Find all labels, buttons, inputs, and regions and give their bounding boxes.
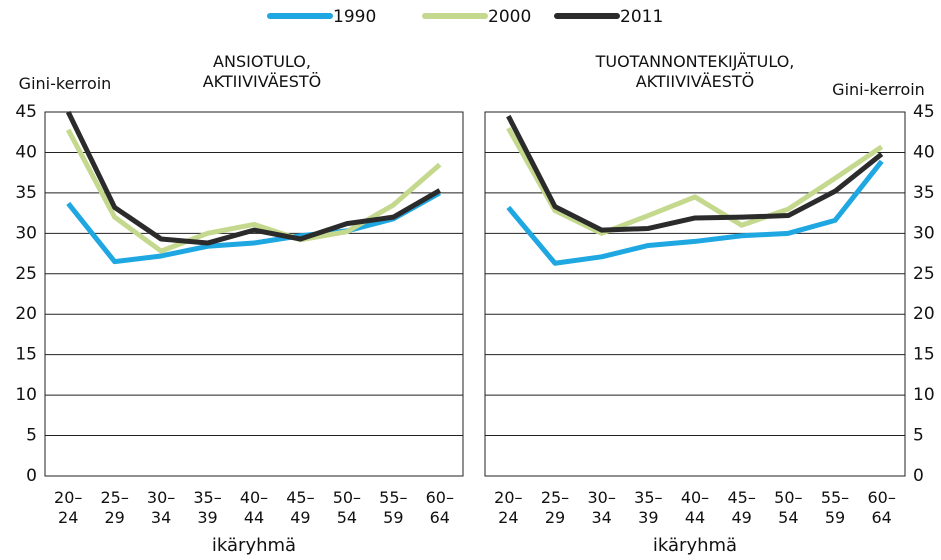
x-tick-label: 55–59 [379, 488, 408, 527]
y-tick-label: 20 [15, 304, 37, 324]
series-line: 2011 [506, 114, 884, 233]
y-tick-label: 40 [15, 142, 37, 162]
x-tick-label: 60–64 [867, 488, 896, 527]
x-tick-label: 60–64 [425, 488, 454, 527]
y-axis-label: Gini-kerroin [832, 80, 925, 99]
y-axis-label: Gini-kerroin [18, 74, 112, 93]
x-tick-label: 40–44 [680, 488, 710, 527]
x-axis-label: ikäryhmä [652, 535, 738, 556]
y-tick-label: 45 [913, 102, 935, 122]
series-line: 1990 [66, 190, 441, 265]
y-tick-label: 15 [913, 345, 935, 365]
y-tick-label: 5 [26, 426, 37, 446]
series-line: 2000 [66, 128, 442, 254]
y-tick-label: 20 [913, 304, 935, 324]
y-tick-label: 5 [913, 426, 924, 446]
x-tick-label: 45–49 [286, 488, 315, 527]
y-tick-label: 10 [913, 385, 935, 405]
series-line: 1990 [506, 159, 884, 266]
legend-label: 2000 [488, 7, 531, 27]
series-line: 2000 [506, 126, 884, 236]
x-tick-label: 30–34 [146, 488, 176, 527]
x-tick-label: 20–24 [54, 488, 83, 527]
y-tick-label: 35 [15, 183, 37, 203]
chart-title: TUOTANNONTEKIJÄTULO, AKTIIVIVÄESTÖ [595, 52, 795, 91]
y-tick-label: 30 [913, 223, 935, 243]
x-axis-label: ikäryhmä [211, 535, 297, 556]
legend-label: 2011 [620, 7, 663, 27]
y-tick-label: 15 [15, 345, 37, 365]
x-tick-label: 20–24 [494, 488, 523, 527]
y-tick-label: 0 [913, 466, 924, 486]
y-tick-label: 35 [913, 183, 935, 203]
y-tick-label: 25 [913, 264, 935, 284]
series-line: 2011 [65, 110, 442, 246]
x-tick-label: 50–54 [332, 488, 362, 527]
y-tick-label: 45 [15, 102, 37, 122]
chart-title: ANSIOTULO, AKTIIVIVÄESTÖ [202, 52, 322, 91]
x-tick-label: 35–39 [634, 488, 663, 527]
plot-frame [44, 111, 464, 477]
x-tick-label: 55–59 [820, 488, 850, 527]
y-tick-label: 40 [913, 142, 935, 162]
x-tick-label: 40–44 [239, 488, 269, 527]
x-tick-label: 25–29 [100, 488, 129, 527]
y-tick-label: 10 [15, 385, 37, 405]
y-tick-label: 0 [26, 466, 37, 486]
y-tick-label: 25 [15, 264, 37, 284]
x-tick-label: 50–54 [774, 488, 803, 527]
x-tick-label: 35–39 [193, 488, 222, 527]
y-tick-label: 30 [15, 223, 37, 243]
plot-frame [484, 111, 906, 477]
x-tick-label: 45–49 [727, 488, 756, 527]
legend-label: 1990 [333, 7, 376, 27]
x-tick-label: 30–34 [587, 488, 616, 527]
x-tick-label: 25–29 [540, 488, 570, 527]
